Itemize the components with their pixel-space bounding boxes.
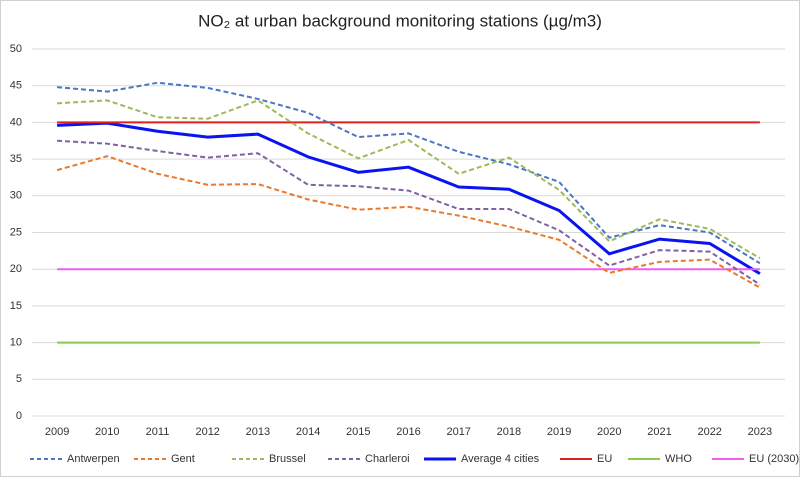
y-tick-label: 5: [16, 373, 22, 385]
legend-label: EU (2030): [749, 453, 799, 465]
chart-title: NO₂ at urban background monitoring stati…: [198, 11, 602, 30]
x-tick-label: 2012: [195, 426, 219, 438]
series-line: [56, 155, 761, 289]
x-tick-label: 2019: [547, 426, 571, 438]
y-tick-label: 40: [10, 116, 22, 128]
x-tick-label: 2010: [95, 426, 119, 438]
legend-label: EU: [597, 453, 612, 465]
y-tick-label: 50: [10, 43, 22, 55]
y-tick-label: 45: [10, 80, 22, 92]
y-tick-label: 25: [10, 226, 22, 238]
x-tick-label: 2014: [296, 426, 320, 438]
y-tick-label: 30: [10, 190, 22, 202]
legend-label: Gent: [171, 453, 195, 465]
legend-label: Average 4 cities: [461, 453, 540, 465]
series-line: [57, 99, 761, 260]
y-tick-label: 20: [10, 263, 22, 275]
series-line: [57, 121, 761, 275]
series-line: [57, 139, 761, 286]
x-tick-label: 2023: [748, 426, 772, 438]
y-tick-label: 0: [16, 410, 22, 422]
y-tick-label: 15: [10, 300, 22, 312]
x-tick-label: 2018: [497, 426, 521, 438]
x-tick-label: 2021: [647, 426, 671, 438]
x-tick-label: 2011: [146, 426, 170, 438]
series-line: [57, 81, 761, 265]
x-tick-label: 2017: [446, 426, 470, 438]
legend-label: Charleroi: [365, 453, 410, 465]
x-tick-label: 2022: [697, 426, 721, 438]
y-tick-label: 35: [10, 153, 22, 165]
x-tick-label: 2015: [346, 426, 370, 438]
legend-label: Brussel: [269, 453, 306, 465]
x-tick-label: 2016: [396, 426, 420, 438]
x-tick-label: 2020: [597, 426, 621, 438]
x-tick-label: 2009: [45, 426, 69, 438]
legend-label: Antwerpen: [67, 453, 120, 465]
legend-label: WHO: [665, 453, 692, 465]
y-tick-label: 10: [10, 337, 22, 349]
x-tick-label: 2013: [246, 426, 270, 438]
